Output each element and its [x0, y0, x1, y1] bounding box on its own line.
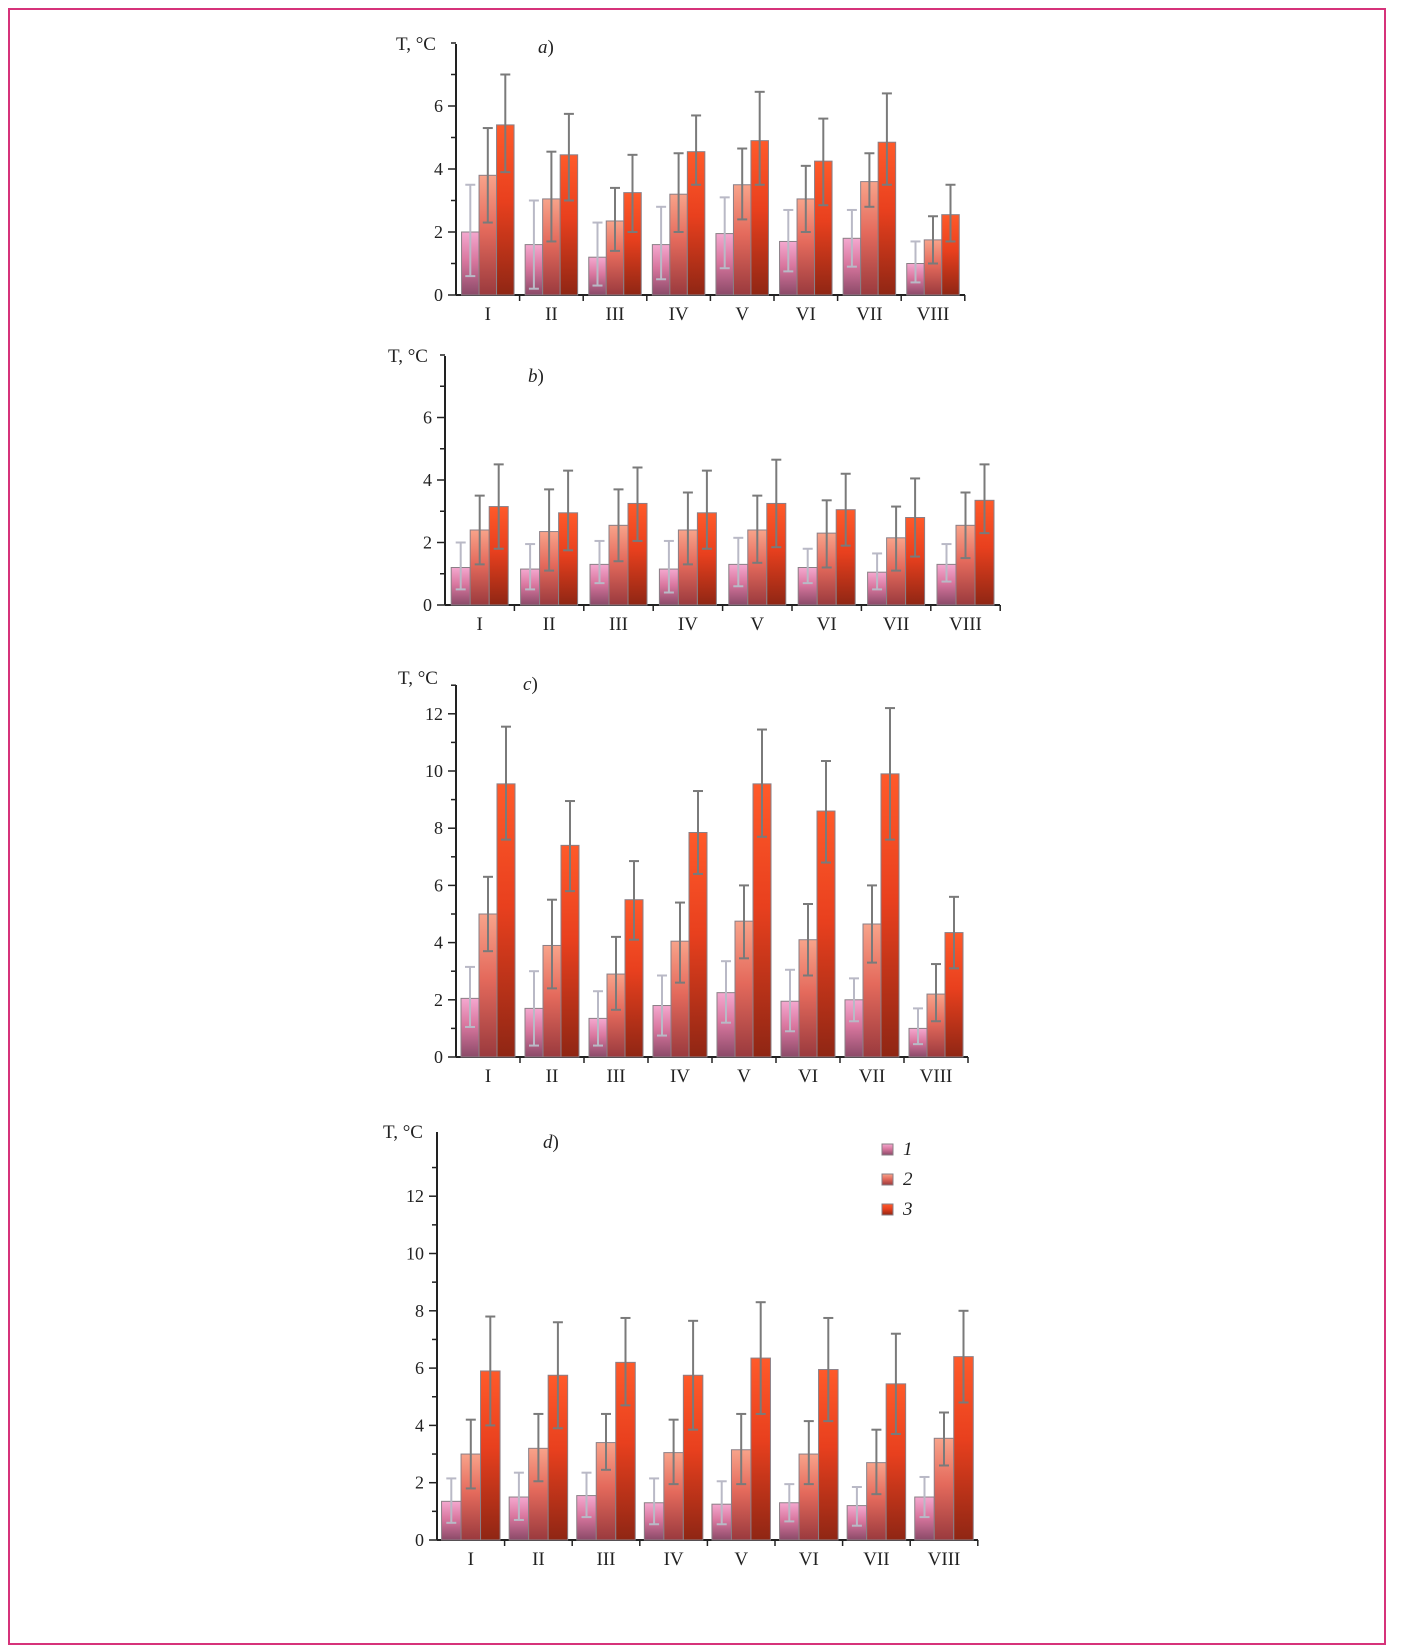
- y-axis-label: T, °C: [388, 346, 428, 367]
- x-tick-label: VII: [856, 304, 882, 325]
- y-tick-label: 2: [434, 990, 443, 1010]
- legend-label-1: 1: [903, 1139, 913, 1160]
- x-tick-label: VII: [863, 1549, 889, 1570]
- panel-label: a): [538, 37, 554, 58]
- x-tick-label: II: [545, 304, 558, 325]
- y-tick-label: 10: [406, 1244, 424, 1264]
- y-axis-label: T, °C: [383, 1122, 423, 1143]
- x-tick-label: I: [477, 614, 483, 635]
- y-tick-label: 8: [434, 818, 443, 838]
- x-tick-label: II: [543, 614, 556, 635]
- y-tick-label: 8: [415, 1301, 424, 1321]
- y-tick-label: 2: [423, 533, 432, 553]
- y-axis-label: T, °C: [396, 34, 436, 55]
- x-tick-label: V: [750, 614, 764, 635]
- x-tick-label: V: [734, 1549, 748, 1570]
- x-tick-label: I: [485, 304, 491, 325]
- x-tick-label: IV: [669, 304, 689, 325]
- panel-label: d): [543, 1132, 559, 1153]
- x-tick-label: V: [737, 1066, 751, 1087]
- y-tick-label: 0: [434, 285, 443, 305]
- x-tick-label: IV: [678, 614, 698, 635]
- y-tick-label: 4: [423, 470, 432, 490]
- x-tick-label: VIII: [949, 614, 982, 635]
- y-tick-label: 4: [434, 159, 443, 179]
- x-tick-label: VI: [798, 1066, 818, 1087]
- x-tick-label: II: [546, 1066, 559, 1087]
- x-tick-label: V: [735, 304, 749, 325]
- x-tick-label: VIII: [920, 1066, 953, 1087]
- x-tick-label: VI: [799, 1549, 819, 1570]
- x-tick-label: VI: [817, 614, 837, 635]
- x-tick-label: IV: [664, 1549, 684, 1570]
- legend-label-2: 2: [903, 1169, 913, 1190]
- figure-frame: [8, 8, 1386, 1645]
- x-tick-label: VII: [883, 614, 909, 635]
- x-tick-label: II: [532, 1549, 545, 1570]
- y-axis-label: T, °C: [398, 668, 438, 689]
- y-tick-label: 0: [434, 1047, 443, 1067]
- y-tick-label: 6: [434, 96, 443, 116]
- y-tick-label: 12: [406, 1186, 424, 1206]
- y-tick-label: 2: [415, 1473, 424, 1493]
- y-tick-label: 0: [423, 595, 432, 615]
- x-tick-label: I: [468, 1549, 474, 1570]
- y-tick-label: 0: [415, 1530, 424, 1550]
- x-tick-label: VIII: [928, 1549, 961, 1570]
- x-tick-label: VIII: [917, 304, 950, 325]
- x-tick-label: VII: [859, 1066, 885, 1087]
- y-tick-label: 2: [434, 222, 443, 242]
- y-tick-label: 6: [423, 408, 432, 428]
- x-tick-label: III: [597, 1549, 616, 1570]
- panel-label: c): [523, 674, 538, 695]
- panel-label: b): [528, 366, 544, 387]
- y-tick-label: 6: [434, 875, 443, 895]
- x-tick-label: III: [606, 304, 625, 325]
- x-tick-label: III: [607, 1066, 626, 1087]
- y-tick-label: 6: [415, 1358, 424, 1378]
- x-tick-label: IV: [670, 1066, 690, 1087]
- y-tick-label: 4: [415, 1415, 424, 1435]
- y-tick-label: 4: [434, 933, 443, 953]
- x-tick-label: I: [485, 1066, 491, 1087]
- legend-swatch-3: [881, 1203, 894, 1216]
- legend-swatch-2: [881, 1173, 894, 1186]
- x-tick-label: VI: [796, 304, 816, 325]
- y-tick-label: 12: [425, 704, 443, 724]
- legend-label-3: 3: [902, 1199, 913, 1220]
- y-tick-label: 10: [425, 761, 443, 781]
- legend-swatch-1: [881, 1143, 894, 1156]
- x-tick-label: III: [609, 614, 628, 635]
